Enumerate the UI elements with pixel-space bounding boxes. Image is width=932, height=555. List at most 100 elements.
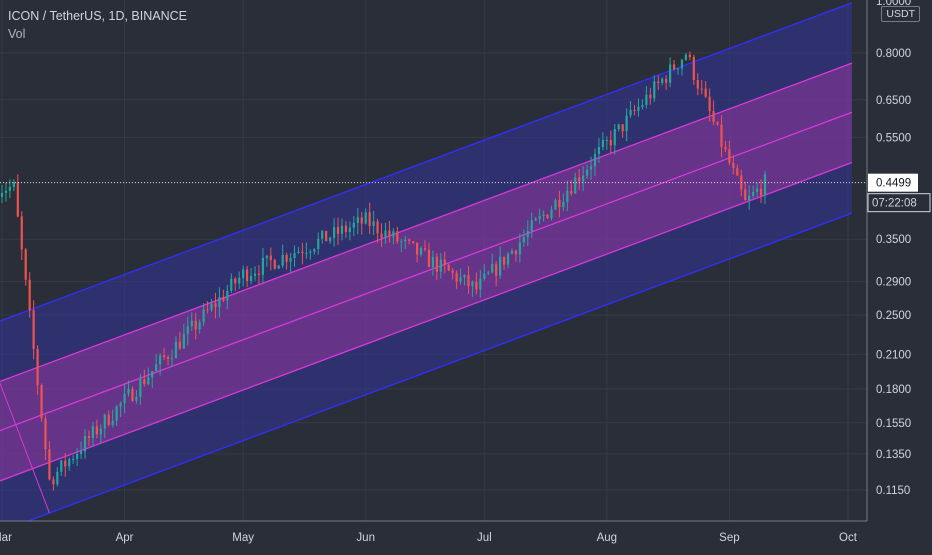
time-tick-label: Mar xyxy=(0,532,12,544)
candle-body xyxy=(759,188,763,196)
volume-indicator-label[interactable]: Vol xyxy=(8,27,26,41)
candle-body xyxy=(273,260,276,269)
candle-body xyxy=(633,110,636,112)
candle-body xyxy=(384,230,387,238)
candle-body xyxy=(364,212,367,224)
inner-channel-lower-line xyxy=(0,161,853,482)
candle-body xyxy=(170,358,174,360)
candle-body xyxy=(20,216,23,250)
candle-body xyxy=(720,124,723,147)
candle-body xyxy=(234,278,237,284)
candle-body xyxy=(372,221,375,227)
candle-body xyxy=(538,215,541,219)
candle-body xyxy=(736,167,739,176)
candle-body xyxy=(79,451,83,454)
candle-body xyxy=(404,239,407,242)
candle-body xyxy=(388,230,391,237)
candle-body xyxy=(202,309,205,323)
candle-body xyxy=(455,272,458,282)
candle-body xyxy=(566,190,569,202)
candle-body xyxy=(435,256,438,272)
candle-body xyxy=(249,275,253,281)
candle-body xyxy=(597,147,601,155)
axis-corner xyxy=(867,522,932,550)
candle-body xyxy=(119,402,122,407)
candle-body xyxy=(483,273,486,279)
channel-anchor-line xyxy=(0,383,50,514)
candle-body xyxy=(123,393,126,403)
price-tick-label: 0.1800 xyxy=(876,384,911,396)
candle-body xyxy=(76,453,79,460)
candle-body xyxy=(356,217,359,223)
candle-body xyxy=(609,139,612,146)
candle-body xyxy=(534,218,537,221)
countdown-box xyxy=(867,193,931,213)
candle-body xyxy=(463,274,466,278)
candle-body xyxy=(574,177,577,194)
candle-body xyxy=(166,357,170,360)
candle-body xyxy=(708,96,711,112)
candle-body xyxy=(56,471,59,485)
candle-body xyxy=(724,146,727,150)
candle-body xyxy=(522,237,525,243)
candle-body xyxy=(344,225,348,233)
candle-body xyxy=(684,54,688,60)
candle-body xyxy=(680,59,684,69)
candle-body xyxy=(297,251,300,254)
candle-body xyxy=(226,290,229,301)
candle-body xyxy=(380,233,383,238)
candle-body xyxy=(230,278,233,291)
candle-body xyxy=(198,322,201,330)
price-tick-label: 0.2900 xyxy=(876,277,911,289)
candle-body xyxy=(376,221,379,234)
candle-body xyxy=(24,249,27,280)
candle-body xyxy=(222,296,225,301)
candle-body xyxy=(657,81,660,83)
candle-body xyxy=(641,105,644,107)
current-price-box xyxy=(868,173,918,192)
candle-body xyxy=(186,326,189,334)
candle-body xyxy=(210,303,213,310)
candle-body xyxy=(83,436,87,452)
currency-label[interactable]: USDT xyxy=(881,6,920,22)
candle-body xyxy=(277,265,280,269)
current-price-label: 0.4499 xyxy=(876,178,911,190)
candle-body xyxy=(443,259,446,265)
candle-body xyxy=(269,255,272,261)
candle-body xyxy=(155,364,158,372)
candle-body xyxy=(471,281,474,287)
candle-body xyxy=(107,414,110,425)
candle-body xyxy=(178,341,181,349)
candle-body xyxy=(752,192,755,196)
candle-body xyxy=(131,388,134,401)
candle-body xyxy=(748,195,751,201)
candle-body xyxy=(582,175,585,182)
candle-body xyxy=(111,420,114,425)
countdown-label: 07:22:08 xyxy=(872,198,917,210)
candle-body xyxy=(392,231,395,237)
candle-body xyxy=(348,227,351,233)
candle-body xyxy=(4,190,8,193)
candle-body xyxy=(95,426,98,435)
candle-body xyxy=(431,256,435,268)
price-tick-label: 0.2100 xyxy=(876,349,911,361)
time-tick-label: May xyxy=(232,532,254,544)
candle-body xyxy=(103,414,106,429)
candle-body xyxy=(661,78,664,83)
candle-body xyxy=(625,115,628,132)
candle-body xyxy=(716,121,719,125)
candle-body xyxy=(16,182,19,217)
candle-body xyxy=(162,355,166,358)
candle-body xyxy=(317,238,320,250)
candle-body xyxy=(360,217,363,224)
candle-body xyxy=(763,174,767,196)
candle-body xyxy=(499,256,502,276)
candle-body xyxy=(8,186,12,191)
candle-body xyxy=(115,406,118,421)
time-tick-label: Oct xyxy=(839,532,858,544)
candle-body xyxy=(28,279,31,311)
outer-channel-upper-line xyxy=(0,2,853,322)
candle-body xyxy=(246,269,249,281)
